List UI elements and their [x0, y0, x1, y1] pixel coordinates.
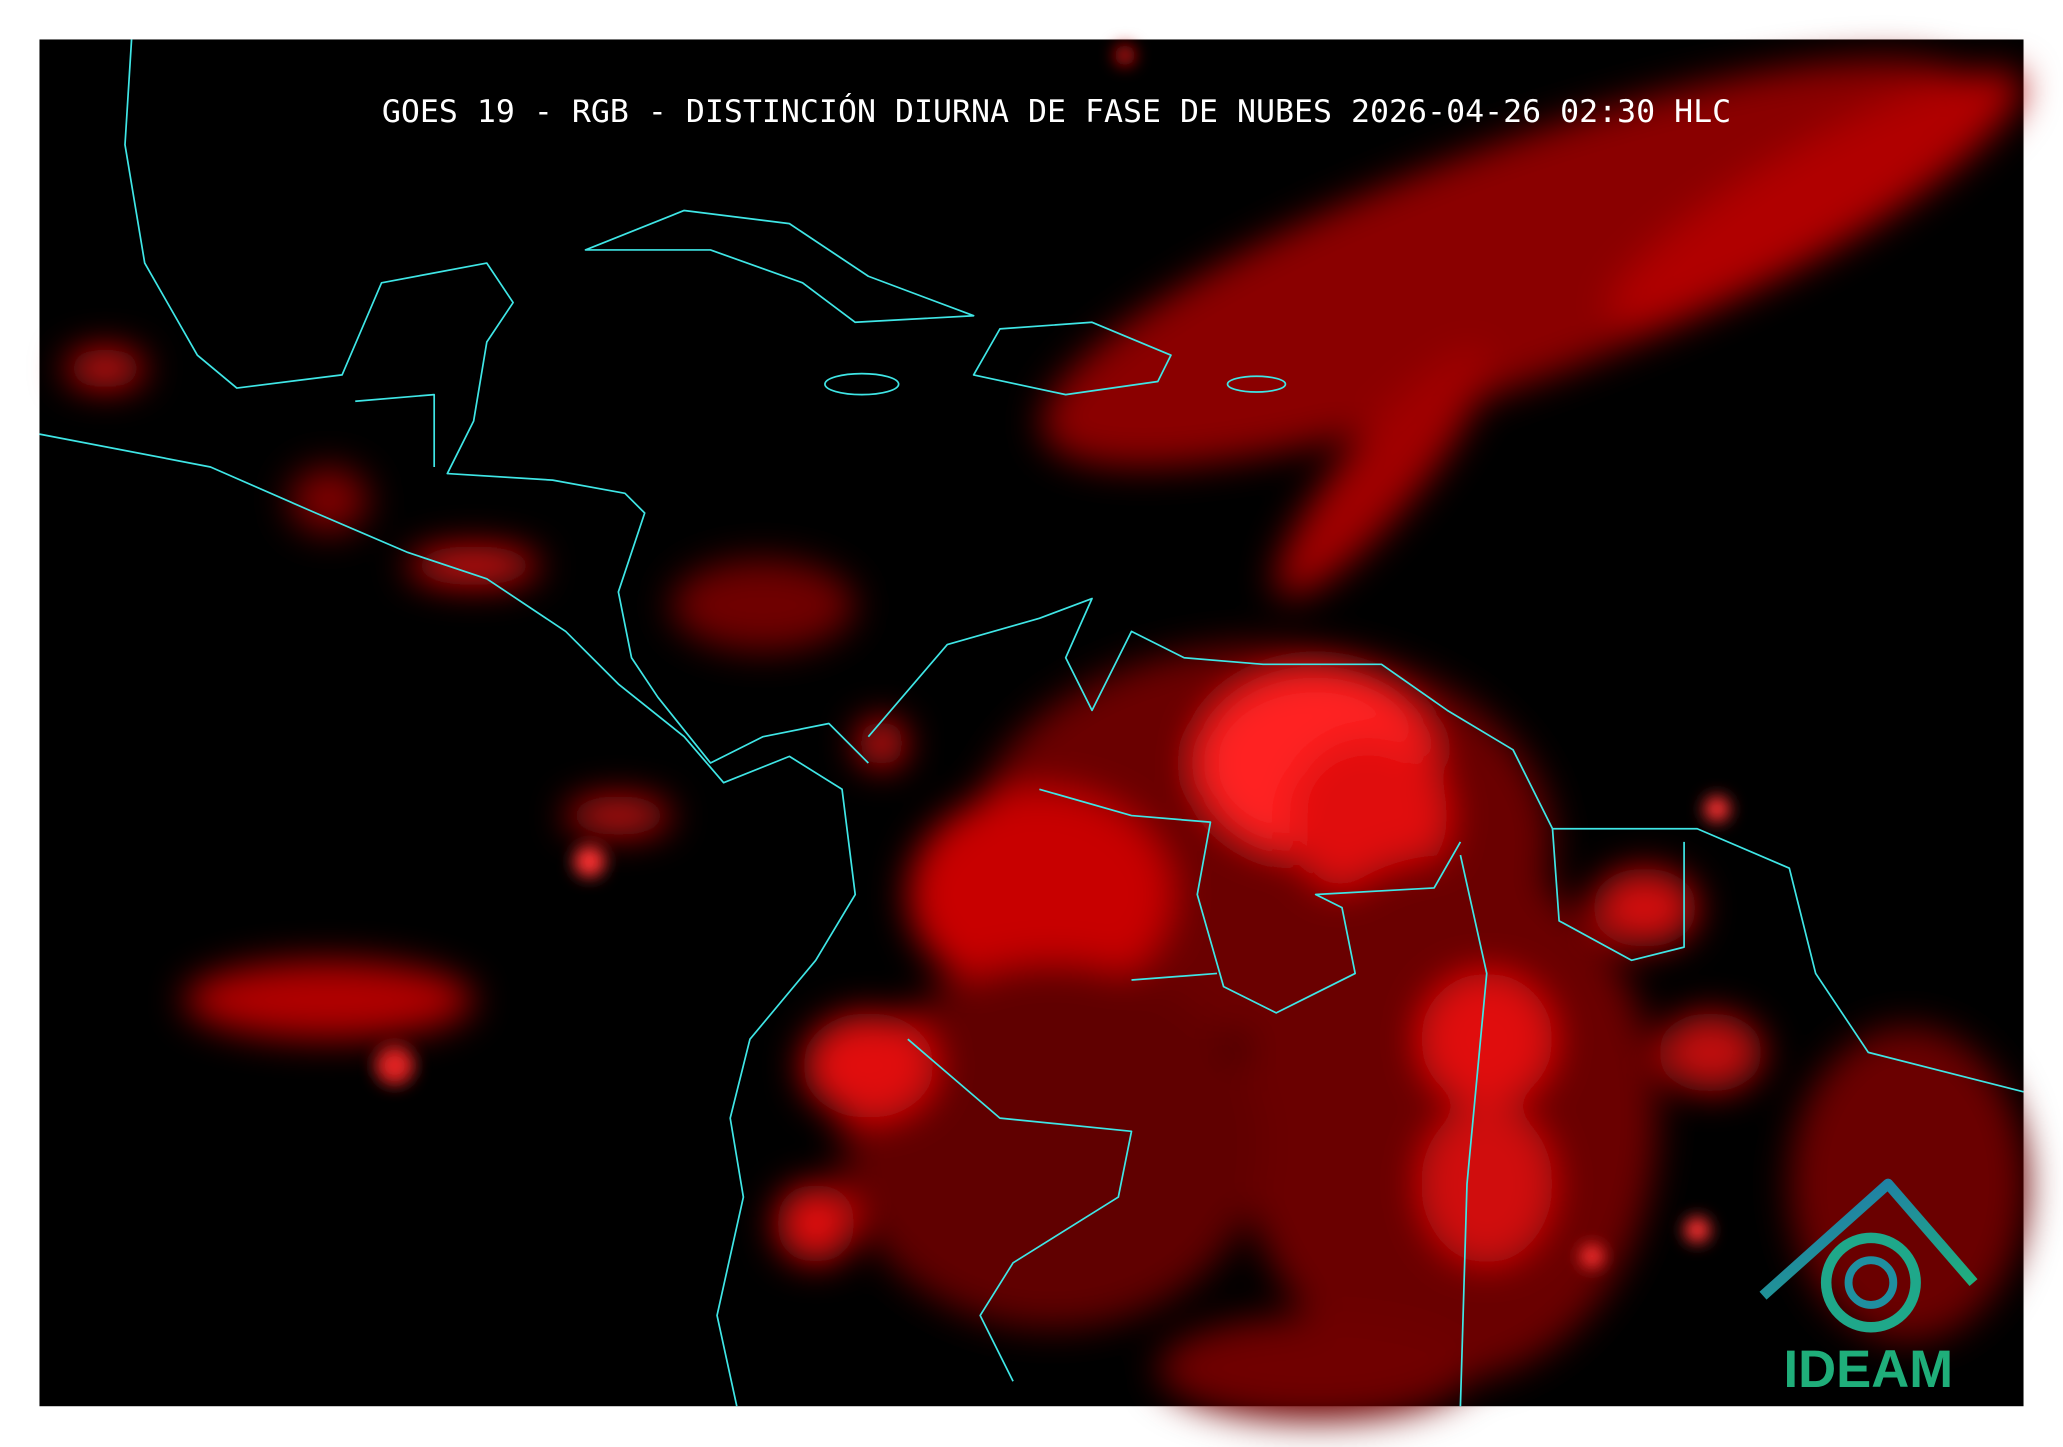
ideam-logo: IDEAM: [1759, 1178, 1978, 1399]
cloud-field: [65, 59, 2027, 1421]
logo-text: IDEAM: [1784, 1340, 1954, 1399]
cloud-cells: [374, 44, 1731, 1269]
image-title: GOES 19 - RGB - DISTINCIÓN DIURNA DE FAS…: [382, 91, 1731, 130]
coastlines: [39, 39, 2024, 1407]
